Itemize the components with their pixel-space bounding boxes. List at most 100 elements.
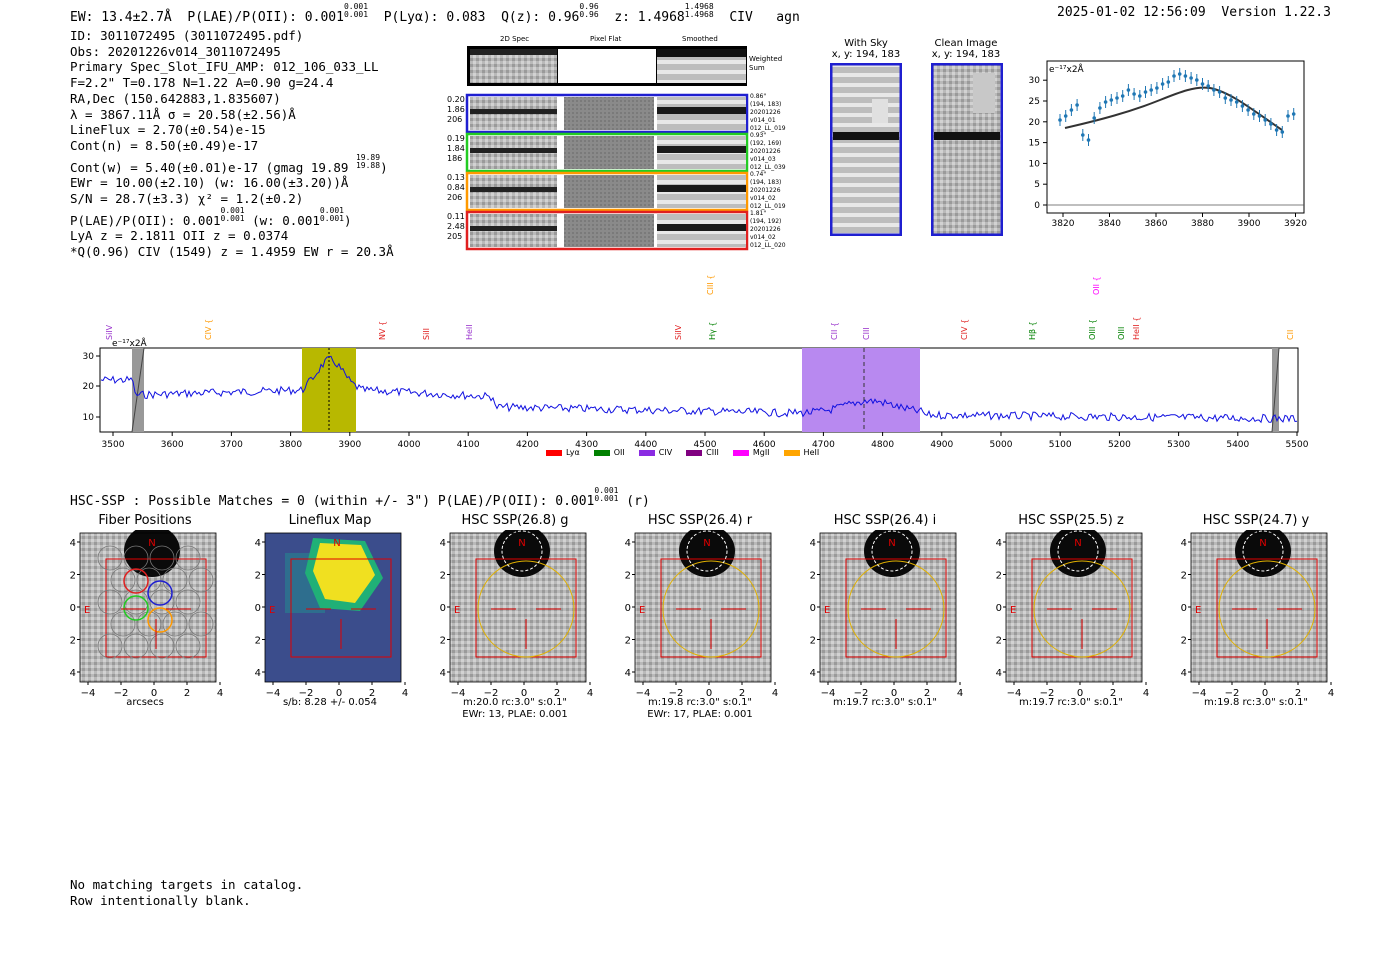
cutout-info-line: (194, 183): [750, 101, 782, 108]
info-cont-w-b: ): [380, 159, 388, 175]
legend-item: OII: [593, 448, 625, 457]
spectrum-xtick-label: 5500: [1286, 440, 1309, 450]
hsc-ytick-label: 2: [1181, 571, 1187, 582]
hsc-cutout-image: N E −4 −2 0 2 4 4 2 0 −2 −4: [440, 530, 593, 699]
north-marker: N: [333, 538, 340, 549]
hsc-xtick-label: 2: [184, 688, 190, 699]
zoom-point: [1200, 82, 1205, 86]
sum-text: Sum: [749, 64, 765, 72]
fiber-circle: [136, 567, 162, 593]
hsc-cutout-image: N E −4 −2 0 2 4 4 2 0 −2 −4: [996, 530, 1149, 699]
weighted-sum-row: [467, 46, 747, 86]
hsc-ytick-label: 4: [70, 538, 76, 549]
spectrum-xtick-label: 4900: [930, 440, 953, 450]
info-lineflux: LineFlux = 2.70(±0.54)e-15: [70, 122, 266, 138]
cutout-trace: [470, 109, 557, 114]
aperture-box: [290, 558, 392, 658]
fiber-circle: [97, 633, 123, 659]
hsc-ytick-label: −4: [255, 668, 261, 679]
hsc-caption: m:20.0 rc:3.0" s:0.1" EWr: 13, PLAE: 0.00…: [445, 697, 585, 721]
version-text: Version 1.22.3: [1221, 5, 1331, 20]
search-radius-circle: [477, 560, 575, 658]
hsc-ytick-label: −2: [70, 636, 76, 647]
withsky-image: [830, 63, 902, 236]
hsc-caption: m:19.7 rc:3.0" s:0.1": [1001, 697, 1141, 709]
zoom-point: [1138, 94, 1142, 98]
fiber-circle: [136, 611, 162, 637]
zoom-point: [1234, 100, 1239, 104]
fiber-circle: [149, 633, 175, 659]
zoom-point: [1155, 86, 1159, 90]
info-plae-frac1: 0.001 0.001: [221, 206, 245, 223]
cutout-pixelflat: [564, 97, 654, 130]
hsc-caption: arcsecs: [75, 697, 215, 709]
cutout-info-line: v014_02: [750, 234, 776, 241]
hsc-xtick-label: 0: [1262, 688, 1268, 699]
weighted-label: Weighted Sum: [749, 55, 782, 73]
cutout-stat: 1.84: [447, 144, 465, 153]
catalog-match-circle: [501, 530, 543, 572]
info-plae-b: (w: 0.001: [244, 212, 320, 228]
zoom-ytick-label: 10: [1029, 159, 1041, 169]
timestamp: 2025-01-02 12:56:09 Version 1.22.3: [1057, 5, 1331, 20]
cutout-info-line: (194, 183): [750, 179, 782, 186]
cutout-smooth-trace: [657, 224, 746, 231]
cutout-info-line: 0.86": [750, 93, 767, 100]
hsc-ytick-label: 0: [810, 603, 816, 614]
search-radius-circle: [1033, 560, 1131, 658]
spectrum-plot: e⁻¹⁷x2Å 3500 3600 3700 3800 3900 4000 4100 4200…: [83, 337, 1309, 450]
zoom-xtick-label: 3840: [1098, 219, 1121, 229]
info-cont-w-frac: 19.89 19.88: [355, 152, 381, 170]
hsc-xtick-label: 0: [706, 688, 712, 699]
hsc-ytick-label: −4: [70, 668, 76, 679]
spectrum-ytick-label: 10: [83, 413, 95, 423]
plae-sub: 0.001: [343, 10, 369, 19]
mask-hatch-right: [1271, 347, 1280, 433]
plya-text: P(Lyα): 0.083: [383, 10, 486, 25]
cutout-stat: 1.86: [447, 105, 465, 114]
hsc-ytick-label: −2: [996, 636, 1002, 647]
cutout-stat: 0.19: [447, 134, 465, 143]
spectrum-xtick-label: 5200: [1108, 440, 1131, 450]
zoom-point: [1098, 106, 1102, 110]
catalog-match-circle: [1242, 530, 1284, 572]
zoom-point: [1177, 72, 1182, 76]
hsc-ytick-label: −4: [1181, 668, 1187, 679]
hsc-xtick-label: 4: [1328, 688, 1334, 699]
zoom-point: [1058, 118, 1062, 122]
legend-label: OII: [613, 448, 625, 457]
zoom-xtick-label: 3920: [1284, 219, 1307, 229]
zoom-unit: e⁻¹⁷x2Å: [1049, 63, 1085, 75]
qz-sub: 0.96: [579, 10, 599, 19]
hsc-xtick-label: −2: [854, 688, 869, 699]
fiber-circle: [110, 611, 136, 637]
zoom-point: [1252, 112, 1256, 116]
hsc-panel-title: Lineflux Map: [288, 513, 372, 528]
clean-image: [931, 63, 1003, 236]
hsc-ytick-label: 2: [810, 571, 816, 582]
cutout-stat: 205: [447, 232, 463, 241]
fiber-circle: [188, 611, 214, 637]
spectrum-xtick-label: 4300: [575, 440, 598, 450]
cutout-smooth-trace: [657, 185, 746, 192]
hsc-xtick-label: −2: [1040, 688, 1055, 699]
cutout-info-line: 012_LL_020: [750, 242, 786, 249]
zoom-point: [1257, 114, 1262, 118]
withsky-title: With Sky x, y: 194, 183: [830, 38, 902, 60]
spectrum-xtick-label: 5000: [990, 440, 1013, 450]
hsc-caption: m:19.8 rc:3.0" s:0.1": [1186, 697, 1326, 709]
hsc-frame: [1005, 532, 1143, 683]
info-cont-n: Cont(n) = 8.50(±0.49)e-17: [70, 137, 259, 153]
spectrum-xtick-label: 4500: [694, 440, 717, 450]
hsc-caption-line2: EWr: 13, PLAE: 0.001: [462, 709, 568, 720]
info-plae: P(LAE)/P(OII): 0.0010.001 0.001 (w: 0.001…: [70, 206, 394, 229]
hsc-ytick-label: 0: [440, 603, 446, 614]
zoom-point: [1286, 114, 1290, 118]
hsc-xtick-label: −4: [451, 688, 466, 699]
info-plae-sub2: 0.001: [319, 213, 344, 223]
spectrum-xtick-label: 3900: [338, 440, 361, 450]
fiber-circle: [188, 567, 214, 593]
fiber-circle: [175, 589, 201, 615]
info-cont-w-sup: 19.89: [355, 152, 381, 162]
cutout-right-info: 0.86" (194, 183) 20201226 v014_01 012_LL_019: [750, 93, 786, 133]
